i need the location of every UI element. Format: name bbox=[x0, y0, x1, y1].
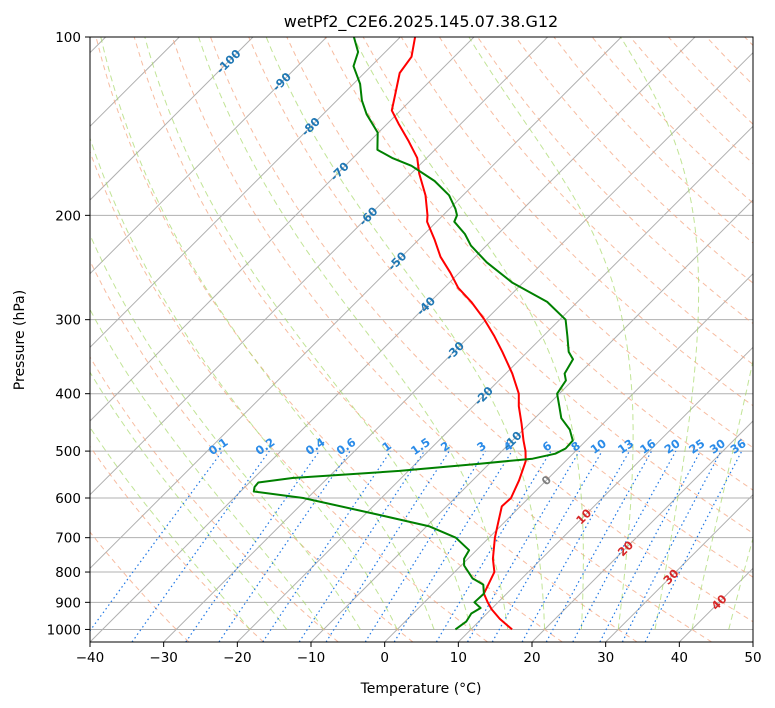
isotherm-line bbox=[90, 37, 475, 422]
moist-adiabat-line bbox=[90, 136, 398, 630]
y-tick-label: 200 bbox=[55, 208, 81, 224]
mixing-ratio-line bbox=[572, 450, 677, 642]
dry-adiabat-line bbox=[515, 37, 753, 284]
dry-adiabat-line bbox=[248, 37, 753, 578]
mixing-ratio-line bbox=[185, 450, 320, 642]
mixing-ratio-line bbox=[435, 450, 552, 642]
dewpoint-profile-line bbox=[252, 37, 574, 631]
isotherm-line bbox=[531, 420, 753, 642]
dry-adiabat-line bbox=[133, 37, 638, 642]
moist-adiabat-line bbox=[353, 37, 584, 630]
isotherm-line bbox=[90, 37, 549, 496]
moist-adiabat-line bbox=[100, 37, 435, 630]
data-series bbox=[252, 37, 574, 631]
moist-adiabat-line bbox=[144, 37, 472, 630]
mixing-ratio-line bbox=[262, 450, 392, 642]
x-tick-label: 0 bbox=[380, 650, 389, 666]
y-tick-label: 400 bbox=[55, 387, 81, 403]
moist-adiabat-line bbox=[620, 37, 700, 630]
x-tick-label: −40 bbox=[76, 650, 105, 666]
dry-adiabat-line bbox=[210, 37, 753, 623]
isotherm-line bbox=[90, 37, 696, 642]
chart-title: wetPf2_C2E6.2025.145.07.38.G12 bbox=[284, 12, 558, 32]
mixing-ratio-line bbox=[298, 450, 425, 642]
mixing-ratio-line bbox=[393, 450, 513, 642]
isotherm-line bbox=[163, 51, 753, 642]
isotherm-line bbox=[90, 37, 328, 275]
y-tick-label: 500 bbox=[55, 444, 81, 460]
y-tick-label: 100 bbox=[55, 30, 81, 46]
mixing-ratio-line bbox=[364, 450, 486, 642]
y-axis-label: Pressure (hPa) bbox=[12, 290, 28, 390]
dry-adiabat-line bbox=[286, 37, 753, 534]
dry-adiabat-line bbox=[90, 150, 488, 642]
mixing-ratio-line bbox=[599, 450, 702, 642]
temperature-profile-line bbox=[390, 37, 527, 631]
isotherm-line bbox=[236, 125, 753, 642]
moist-adiabat-line bbox=[90, 426, 251, 630]
x-tick-label: 30 bbox=[597, 650, 614, 666]
moist-adiabat-line bbox=[198, 37, 509, 630]
isotherm-line bbox=[90, 37, 254, 201]
mixing-ratio-line bbox=[218, 450, 351, 642]
x-tick-label: 40 bbox=[671, 650, 688, 666]
x-tick-label: −10 bbox=[297, 650, 326, 666]
background-lines bbox=[90, 37, 753, 642]
y-tick-label: 600 bbox=[55, 491, 81, 507]
moist-adiabat-line bbox=[468, 37, 634, 630]
moist-adiabat-line bbox=[691, 358, 753, 630]
x-tick-label: 50 bbox=[744, 650, 761, 666]
dry-adiabat-line bbox=[400, 37, 753, 407]
y-tick-label: 700 bbox=[55, 531, 81, 547]
dry-adiabat-line bbox=[90, 259, 414, 642]
moist-adiabat-line bbox=[90, 308, 324, 630]
dry-adiabat-line bbox=[438, 37, 753, 366]
dry-adiabat-line bbox=[95, 37, 563, 642]
dry-adiabat-line bbox=[90, 445, 264, 642]
x-tick-label: 20 bbox=[523, 650, 540, 666]
moist-adiabat-line bbox=[90, 233, 361, 630]
y-tick-label: 1000 bbox=[47, 622, 81, 638]
x-tick-label: −30 bbox=[149, 650, 178, 666]
y-tick-label: 900 bbox=[55, 595, 81, 611]
plot-frame bbox=[89, 36, 754, 643]
isotherm-line bbox=[605, 493, 753, 642]
y-tick-label: 300 bbox=[55, 313, 81, 329]
moist-adiabat-line bbox=[265, 37, 546, 630]
axes: −40 −30 −20 −10 0 10 20 30 40 50 1000 900 800 700 600 5… bbox=[47, 30, 762, 666]
x-tick-label: −20 bbox=[223, 650, 252, 666]
moist-adiabat-line bbox=[90, 371, 288, 630]
moist-adiabat-line bbox=[728, 536, 753, 630]
dry-adiabat-line bbox=[90, 531, 190, 642]
isotherm-line bbox=[457, 346, 753, 642]
isotherm-line bbox=[384, 272, 753, 642]
x-axis-label: Temperature (°C) bbox=[360, 681, 482, 697]
isotherm-line bbox=[90, 37, 622, 570]
dry-adiabat-line bbox=[171, 37, 712, 642]
isotherm-line bbox=[90, 37, 401, 349]
mixing-ratio-line bbox=[466, 450, 580, 642]
mixing-ratio-line bbox=[325, 450, 450, 642]
y-tick-label: 800 bbox=[55, 565, 81, 581]
x-tick-label: 10 bbox=[450, 650, 467, 666]
